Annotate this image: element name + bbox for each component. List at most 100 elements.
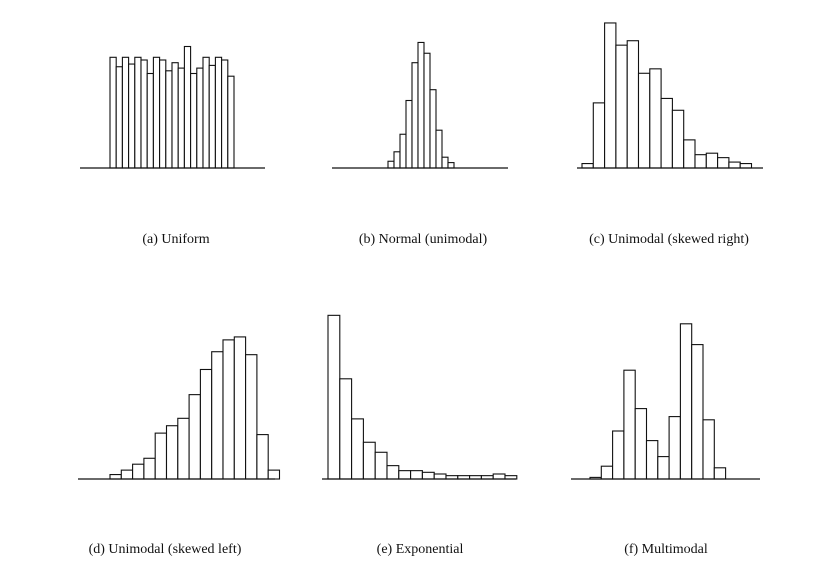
skewed-left-bar-7 [177,417,190,480]
uniform-bar-2 [115,66,123,169]
normal-bar-9 [435,129,443,169]
exponential-bars [327,314,518,480]
uniform-bar-6 [140,59,148,169]
exponential-caption: (e) Exponential [377,542,464,557]
normal-bar-4 [405,99,413,169]
skewed-left-bar-3 [132,463,145,480]
skewed-right-bar-4 [615,44,628,169]
uniform-bar-12 [177,67,185,169]
exponential-bar-8 [410,470,423,480]
normal-bar-10 [441,156,449,169]
skewed-left-bar-5 [154,432,168,480]
multimodal-caption: (f) Multimodal [624,542,708,557]
multimodal-bar-7 [657,456,670,480]
normal-bar-5 [411,62,419,169]
uniform-bar-14 [190,72,198,169]
skewed-left-bars [109,336,281,480]
skewed-right-bar-12 [705,152,719,169]
multimodal-bar-5 [634,408,648,480]
normal-bar-3 [399,133,407,169]
uniform-bars [109,45,235,169]
normal-bar-11 [447,162,455,169]
uniform-bar-15 [196,67,204,169]
uniform-bar-19 [221,59,229,169]
skewed-left-bar-11 [222,339,235,480]
skewed-left-bar-10 [211,351,224,480]
exponential-bar-7 [398,470,412,480]
multimodal-bar-12 [713,467,727,480]
skewed-left-bar-8 [188,394,201,480]
panel-normal: (b) Normal (unimodal) [332,41,508,247]
multimodal-bar-6 [645,440,659,480]
exponential-bar-1 [327,314,341,480]
panel-exponential: (e) Exponential [322,314,518,557]
normal-bar-8 [429,89,437,169]
uniform-bar-17 [208,64,216,169]
skewed-left-bar-15 [267,469,281,480]
skewed-right-bar-13 [717,157,730,169]
normal-bar-2 [393,151,401,169]
normal-bar-1 [387,160,395,169]
uniform-bar-11 [171,62,179,169]
exponential-bar-2 [339,378,353,480]
skewed-right-bar-10 [683,139,696,169]
skewed-left-bar-9 [199,368,213,480]
skewed-right-bar-9 [671,109,685,169]
panel-multimodal: (f) Multimodal [571,323,760,557]
exponential-bar-9 [421,471,435,480]
exponential-bar-3 [351,418,364,480]
exponential-bar-5 [374,451,388,480]
skewed-right-bar-7 [649,68,662,169]
exponential-bar-6 [386,465,400,480]
skewed-left-bar-4 [143,457,156,480]
skewed-right-bar-15 [739,163,753,169]
skewed-left-bar-13 [245,354,258,480]
uniform-bar-5 [134,56,142,169]
normal-caption: (b) Normal (unimodal) [359,232,488,247]
skewed-right-bar-6 [637,72,651,169]
skewed-left-bar-1 [109,474,122,480]
uniform-bar-16 [202,56,210,169]
skewed-right-bar-3 [604,22,617,169]
normal-bar-7 [423,52,431,169]
skewed-left-bar-14 [256,434,269,480]
uniform-bar-4 [128,63,136,169]
skewed-left-bar-2 [120,469,134,480]
skewed-right-bar-2 [592,102,606,169]
skewed-right-bar-5 [626,40,640,169]
uniform-bar-9 [159,59,167,169]
multimodal-bar-8 [668,416,681,480]
skewed-left-bar-6 [165,425,179,480]
skewed-right-bar-14 [728,161,741,169]
uniform-bar-10 [165,70,173,169]
panel-uniform: (a) Uniform [80,45,265,247]
uniform-bar-3 [121,56,130,169]
uniform-bar-13 [183,45,192,169]
uniform-bar-8 [152,56,161,169]
multimodal-bar-4 [623,369,636,480]
multimodal-bar-3 [612,430,625,480]
skewed-right-bar-1 [581,163,594,169]
multimodal-bar-9 [679,323,693,480]
multimodal-bar-10 [691,344,704,480]
skewed-left-caption: (d) Unimodal (skewed left) [89,542,242,557]
uniform-caption: (a) Uniform [142,232,209,247]
skewed-right-caption: (c) Unimodal (skewed right) [589,232,749,247]
panel-skewed-left: (d) Unimodal (skewed left) [78,336,281,557]
panel-skewed-right: (c) Unimodal (skewed right) [577,22,763,247]
normal-bar-6 [417,41,425,169]
skewed-left-bar-12 [233,336,247,480]
exponential-bar-15 [492,473,506,480]
skewed-right-bar-8 [660,97,673,169]
uniform-bar-7 [146,72,154,169]
multimodal-bars [589,323,727,480]
multimodal-bar-11 [702,419,715,480]
normal-bars [387,41,455,169]
skewed-right-bars [581,22,753,169]
uniform-bar-18 [214,56,223,169]
uniform-bar-20 [227,75,235,169]
exponential-bar-4 [362,441,376,480]
multimodal-bar-2 [600,465,614,480]
uniform-bar-1 [109,56,117,169]
